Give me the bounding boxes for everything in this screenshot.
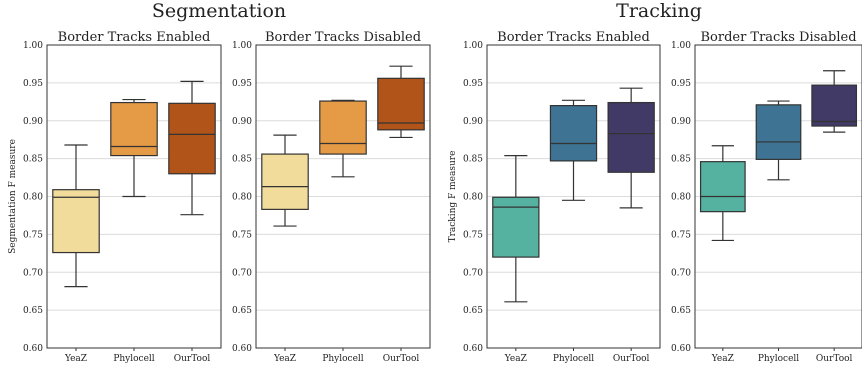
box-phylocell	[755, 104, 802, 160]
y-tick-label: 0.95	[463, 79, 483, 89]
y-tick-label: 0.65	[463, 306, 483, 316]
box-phylocell	[110, 101, 158, 157]
y-tick-label: 0.95	[671, 79, 691, 89]
box-yeaz	[492, 196, 540, 258]
y-tick-label: 0.75	[232, 230, 252, 240]
y-tick-label: 0.80	[463, 193, 483, 203]
plot-frame	[486, 44, 661, 349]
y-tick-label: 0.70	[232, 268, 252, 278]
plot-frame	[46, 44, 222, 349]
x-tick-label: YeaZ	[504, 354, 527, 364]
box-phylocell	[319, 100, 367, 155]
x-tick-label: Phylocell	[322, 354, 363, 364]
figure-title-segmentation: Segmentation	[152, 0, 286, 22]
panel-3: 0.60 0.65 0.70 0.75 0.80 0.85 0.90 0.95 1.00 YeaZ…	[671, 30, 862, 364]
x-tick-label: YeaZ	[64, 354, 87, 364]
y-tick-label: 0.95	[232, 79, 252, 89]
subplot-title: Border Tracks Disabled	[700, 30, 856, 45]
plot-frame	[255, 44, 431, 349]
y-tick-label: 0.70	[23, 268, 43, 278]
y-tick-label: 0.85	[463, 155, 483, 165]
y-tick-label: 0.75	[671, 230, 691, 240]
y-tick-label: 0.65	[671, 306, 691, 316]
y-tick-label: 0.70	[671, 268, 691, 278]
y-tick-label: 0.65	[23, 306, 43, 316]
x-tick-label: YeaZ	[273, 354, 296, 364]
y-tick-label: 0.90	[232, 117, 252, 127]
y-tick-label: 0.95	[23, 79, 43, 89]
y-axis-label: Tracking F measure	[448, 151, 458, 243]
box-yeaz	[699, 161, 746, 213]
y-axis-label: Segmentation F measure	[8, 139, 18, 254]
y-tick-label: 0.70	[463, 268, 483, 278]
x-tick-label: Phylocell	[113, 354, 154, 364]
y-tick-label: 0.60	[23, 344, 43, 354]
y-tick-label: 0.60	[232, 344, 252, 354]
y-tick-label: 1.00	[463, 41, 483, 51]
y-tick-label: 0.90	[671, 117, 691, 127]
y-tick-label: 0.75	[23, 230, 43, 240]
x-tick-label: Phylocell	[553, 354, 594, 364]
y-tick-label: 1.00	[232, 41, 252, 51]
y-tick-label: 0.80	[23, 193, 43, 203]
box-ourtool	[811, 84, 858, 127]
panel-2: 0.60 0.65 0.70 0.75 0.80 0.85 0.90 0.95 1.00 YeaZ…	[448, 30, 661, 364]
y-tick-label: 0.90	[23, 117, 43, 127]
figure-title-tracking: Tracking	[616, 0, 702, 22]
y-tick-label: 0.85	[671, 155, 691, 165]
y-tick-label: 1.00	[23, 41, 43, 51]
x-tick-label: YeaZ	[711, 354, 734, 364]
y-tick-label: 0.60	[671, 344, 691, 354]
box-yeaz	[261, 153, 309, 210]
subplot-title: Border Tracks Disabled	[265, 30, 421, 45]
y-tick-label: 0.80	[671, 193, 691, 203]
box-ourtool	[168, 102, 216, 175]
box-ourtool	[377, 77, 425, 131]
x-tick-label: OurTool	[613, 354, 650, 364]
x-tick-label: OurTool	[174, 354, 211, 364]
box-ourtool	[607, 101, 655, 173]
y-tick-label: 0.60	[463, 344, 483, 354]
x-tick-label: OurTool	[383, 354, 420, 364]
y-tick-label: 0.80	[232, 193, 252, 203]
subplot-title: Border Tracks Enabled	[58, 30, 211, 45]
panel-1: 0.60 0.65 0.70 0.75 0.80 0.85 0.90 0.95 1.00 YeaZ…	[232, 30, 431, 364]
x-tick-label: OurTool	[816, 354, 853, 364]
plot-frame	[694, 44, 862, 349]
x-tick-label: Phylocell	[758, 354, 799, 364]
y-tick-label: 0.85	[232, 155, 252, 165]
box-phylocell	[549, 104, 598, 162]
y-tick-label: 0.90	[463, 117, 483, 127]
y-tick-label: 0.85	[23, 155, 43, 165]
box-yeaz	[52, 189, 100, 254]
y-tick-label: 1.00	[671, 41, 691, 51]
panel-0: 0.60 0.65 0.70 0.75 0.80 0.85 0.90 0.95 1.00 YeaZ…	[8, 30, 222, 364]
subplot-title: Border Tracks Enabled	[497, 30, 650, 45]
y-tick-label: 0.75	[463, 230, 483, 240]
y-tick-label: 0.65	[232, 306, 252, 316]
